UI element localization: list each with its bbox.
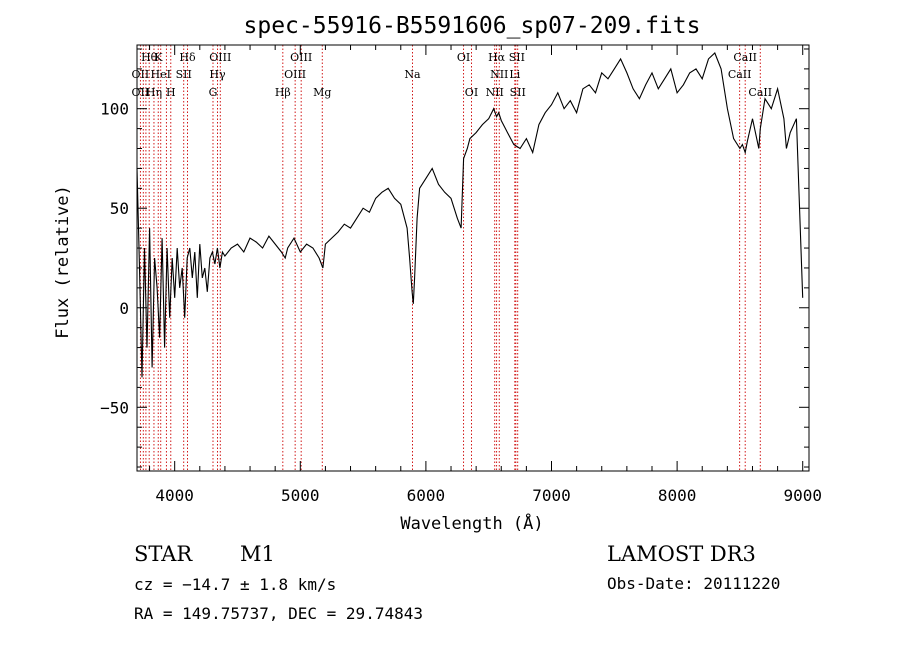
- x-tick-label: 8000: [658, 486, 697, 505]
- x-axis-ticks: 4000 5000 6000 7000 8000 9000: [149, 45, 822, 505]
- line-label: OI: [465, 86, 478, 99]
- plot-frame: [136, 44, 810, 472]
- line-label: NII: [486, 86, 504, 99]
- y-tick-label: −50: [100, 398, 129, 417]
- line-label: NII: [490, 68, 508, 81]
- y-axis-label: Flux (relative): [53, 185, 73, 339]
- y-tick-label: 0: [119, 299, 129, 318]
- line-label: K: [154, 51, 163, 64]
- line-label: OII: [132, 68, 150, 81]
- line-label: Hθ: [141, 51, 158, 64]
- line-label: HeI: [151, 68, 171, 81]
- line-label: CaII: [728, 68, 752, 81]
- y-tick-label: 50: [110, 199, 129, 218]
- line-label: OII: [132, 86, 150, 99]
- line-label: H: [166, 86, 176, 99]
- x-tick-label: 9000: [783, 486, 822, 505]
- spectral-line-markers: [139, 45, 761, 471]
- line-label: Li: [509, 68, 520, 81]
- line-label: SII: [509, 51, 525, 64]
- spectrum-line: [136, 52, 804, 378]
- x-tick-label: 5000: [281, 486, 320, 505]
- object-subclass: M1: [240, 542, 275, 566]
- object-class: STAR: [134, 542, 193, 566]
- line-label: OIII: [290, 51, 312, 64]
- line-label: SII: [176, 68, 192, 81]
- coordinates: RA = 149.75737, DEC = 29.74843: [134, 604, 423, 623]
- line-label: Na: [404, 68, 421, 81]
- y-tick-label: 100: [100, 100, 129, 119]
- line-label: Hβ: [275, 86, 291, 99]
- chart-title: spec-55916-B5591606_sp07-209.fits: [244, 13, 701, 39]
- x-tick-label: 4000: [155, 486, 194, 505]
- x-axis-label: Wavelength (Å): [400, 512, 543, 534]
- line-label: G: [209, 86, 218, 99]
- survey-name: LAMOST DR3: [607, 542, 756, 566]
- y-axis-ticks: −50 0 50 100: [100, 48, 809, 468]
- line-label: Hγ: [209, 68, 226, 81]
- line-label: OIII: [209, 51, 231, 64]
- x-tick-label: 6000: [407, 486, 446, 505]
- line-label: SII: [510, 86, 526, 99]
- line-label: Hα: [488, 51, 506, 64]
- line-label: Hη: [146, 86, 162, 99]
- line-label: Hδ: [179, 51, 196, 64]
- line-label: CaII: [748, 86, 772, 99]
- x-tick-label: 7000: [532, 486, 571, 505]
- line-label: Mg: [313, 86, 331, 99]
- observation-date: Obs-Date: 20111220: [607, 574, 780, 593]
- line-label: CaII: [733, 51, 757, 64]
- line-label: OI: [457, 51, 470, 64]
- line-label: OIII: [284, 68, 306, 81]
- redshift-cz: cz = −14.7 ± 1.8 km/s: [134, 575, 336, 594]
